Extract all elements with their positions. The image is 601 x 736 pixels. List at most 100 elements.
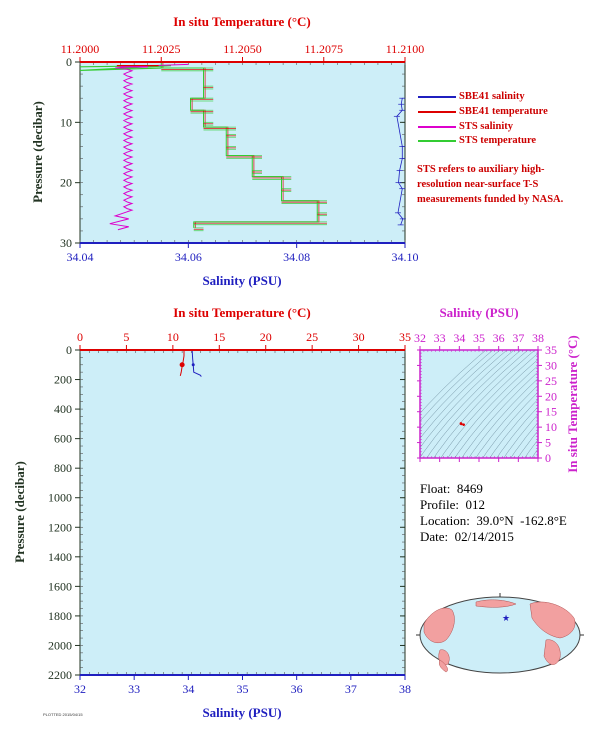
profile-location: Location: 39.0°N -162.8°E	[420, 513, 567, 528]
near-surface-top-axis-title: In situ Temperature (°C)	[173, 14, 311, 29]
ts-density-contour	[489, 398, 538, 458]
y-tick-label: 0	[66, 343, 72, 357]
y-tick-label: 200	[54, 373, 72, 387]
legend-sts-temperature: STS temperature	[418, 135, 536, 146]
y-tick-label: 10	[60, 115, 72, 129]
top-tick-label: 10	[167, 330, 179, 344]
profile-date: Date: 02/14/2015	[420, 529, 514, 544]
top-tick-label: 11.2100	[386, 42, 425, 56]
map-land	[423, 599, 576, 673]
y-tick-label: 1200	[48, 520, 72, 534]
bottom-tick-label: 35	[237, 682, 249, 696]
temperature-profile-marker	[179, 362, 185, 368]
y-tick-label: 1400	[48, 550, 72, 564]
legend-sbe41-salinity: SBE41 salinity	[418, 91, 525, 102]
top-tick-label: 30	[353, 330, 365, 344]
full-profile-plot-area	[79, 349, 406, 676]
bottom-tick-label: 36	[291, 682, 303, 696]
near-surface-panel: 11.2000 11.2025 11.2050 11.2075 11.2100 34.04…	[30, 14, 424, 288]
ts-y-tick-label: 25	[545, 374, 557, 388]
full-profile-top-axis-title: In situ Temperature (°C)	[173, 305, 311, 320]
ts-x-tick-label: 37	[512, 331, 524, 345]
near-surface-plot-area	[79, 61, 406, 244]
ts-density-contour	[454, 365, 538, 458]
legend-swatch	[418, 125, 456, 128]
full-profile-axes: 0 5 10 15 20 25 30 35 32 33 34 35 36 37 38 0 200 400 600 80…	[48, 330, 411, 696]
bottom-tick-label: 33	[128, 682, 140, 696]
top-tick-label: 20	[260, 330, 272, 344]
y-tick-label: 800	[54, 461, 72, 475]
ts-point	[462, 423, 465, 426]
top-tick-label: 11.2000	[61, 42, 100, 56]
bottom-tick-label: 34.08	[283, 250, 310, 264]
bottom-tick-label: 37	[345, 682, 357, 696]
top-tick-label: 25	[306, 330, 318, 344]
legend-sbe41-temperature: SBE41 temperature	[418, 106, 548, 117]
y-tick-label: 30	[60, 236, 72, 250]
map-star-icon: ★	[502, 613, 510, 623]
ts-x-tick-label: 35	[473, 331, 485, 345]
ts-x-tick-label: 32	[414, 331, 426, 345]
ts-x-tick-label: 38	[532, 331, 544, 345]
full-profile-bottom-axis-title: Salinity (PSU)	[202, 705, 281, 720]
y-tick-label: 20	[60, 176, 72, 190]
ts-y-tick-label: 30	[545, 358, 557, 372]
top-tick-label: 11.2050	[223, 42, 262, 56]
bottom-tick-label: 32	[74, 682, 86, 696]
profile-number: Profile: 012	[420, 497, 485, 512]
near-surface-y-axis-title: Pressure (decibar)	[30, 101, 45, 203]
sbe41-salinity-line	[396, 98, 404, 226]
bottom-tick-label: 34.06	[175, 250, 202, 264]
ts-density-contour	[433, 350, 536, 458]
map-side-ticks	[416, 593, 584, 636]
sts-salinity-line	[109, 63, 189, 231]
y-tick-label: 1800	[48, 609, 72, 623]
y-tick-label: 400	[54, 402, 72, 416]
bottom-tick-label: 38	[399, 682, 411, 696]
ts-density-contour	[420, 350, 487, 414]
y-tick-label: 2000	[48, 638, 72, 652]
world-map: ★	[416, 593, 584, 674]
ts-x-tick-label: 36	[493, 331, 505, 345]
ts-x-tick-label: 33	[434, 331, 446, 345]
ts-density-contour	[461, 371, 538, 458]
ts-density-contour	[468, 378, 538, 458]
ts-density-contour	[440, 353, 538, 458]
legend-swatch	[418, 110, 456, 113]
ts-density-contours	[420, 350, 538, 458]
y-tick-label: 1000	[48, 491, 72, 505]
top-tick-label: 0	[77, 330, 83, 344]
full-profile-series	[179, 349, 202, 377]
top-tick-label: 11.2075	[304, 42, 343, 56]
ts-plot-area	[419, 349, 539, 459]
legend-swatch	[418, 95, 456, 98]
full-profile-panel: 0 5 10 15 20 25 30 35 32 33 34 35 36 37 38 0 200 400 600 80…	[12, 305, 411, 720]
ts-series	[459, 422, 465, 426]
ts-point	[460, 422, 463, 426]
top-tick-label: 5	[123, 330, 129, 344]
near-surface-series	[79, 62, 406, 232]
top-tick-label: 35	[399, 330, 411, 344]
ts-y-tick-label: 10	[545, 420, 557, 434]
legend-swatch	[418, 139, 456, 142]
y-tick-label: 0	[66, 55, 72, 69]
ts-density-contour	[420, 350, 494, 422]
sts-note: STS refers to auxiliary high-resolution …	[417, 164, 564, 205]
near-surface-axes: 11.2000 11.2025 11.2050 11.2075 11.2100 34.04…	[60, 42, 424, 264]
ts-density-contour	[531, 448, 538, 458]
ts-density-contour	[420, 350, 501, 430]
ts-y-tick-label: 20	[545, 389, 557, 403]
y-tick-label: 2200	[48, 668, 72, 682]
ts-density-contour	[420, 350, 522, 458]
bottom-tick-label: 34	[182, 682, 194, 696]
ts-density-contour	[420, 350, 508, 439]
full-profile-y-axis-title: Pressure (decibar)	[12, 461, 27, 563]
ts-y-tick-label: 0	[545, 451, 551, 465]
bottom-tick-label: 34.04	[67, 250, 94, 264]
y-tick-label: 600	[54, 432, 72, 446]
ts-density-contour	[447, 359, 538, 458]
near-surface-bottom-axis-title: Salinity (PSU)	[202, 273, 281, 288]
y-tick-label: 1600	[48, 579, 72, 593]
